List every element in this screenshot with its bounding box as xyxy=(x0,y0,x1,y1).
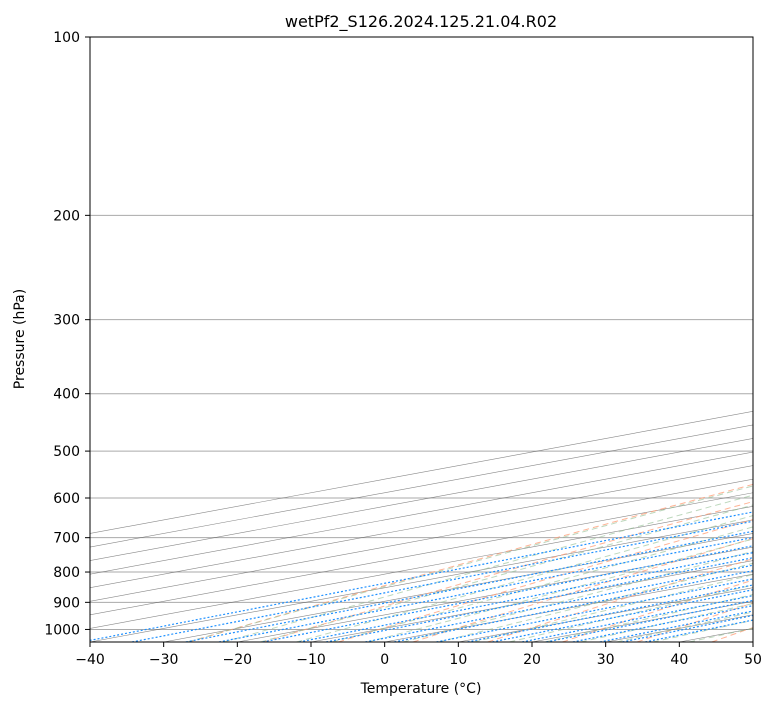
mixing-ratio-line xyxy=(90,511,753,641)
y-tick-label: 600 xyxy=(53,491,80,507)
isotherm-line xyxy=(310,560,753,642)
isotherm-line xyxy=(90,492,753,616)
mixing-ratio-line xyxy=(299,552,753,642)
isotherm-line xyxy=(90,465,753,589)
x-tick-label: 20 xyxy=(523,652,541,668)
isotherm-line xyxy=(384,573,753,642)
x-tick-label: 30 xyxy=(597,652,615,668)
x-axis: −40 −30 −20 −10 0 10 20 30 40 50 xyxy=(75,642,762,668)
y-tick-label: 1000 xyxy=(44,622,80,638)
dry-adiabat-line xyxy=(711,627,753,642)
y-tick-label: 300 xyxy=(53,313,80,329)
moist-adiabat-line xyxy=(223,494,753,642)
isotherm-line xyxy=(90,478,753,602)
isotherm-line xyxy=(90,506,753,629)
moist-adiabat-line xyxy=(509,584,753,642)
mixing-ratio-line xyxy=(325,557,753,642)
x-tick-label: 50 xyxy=(744,652,762,668)
x-tick-label: −40 xyxy=(75,652,105,668)
x-tick-label: −10 xyxy=(296,652,326,668)
y-tick-label: 500 xyxy=(53,444,80,460)
isotherm-line xyxy=(163,533,753,642)
y-tick-label: 700 xyxy=(53,531,80,547)
mixing-ratio-line xyxy=(394,570,753,642)
mixing-ratio-line xyxy=(218,536,753,642)
moist-adiabat-line xyxy=(331,526,753,642)
dry-adiabat-line xyxy=(188,483,753,642)
plot-frame xyxy=(89,36,754,643)
isotherm-line xyxy=(90,411,753,534)
y-axis: 100 200 300 400 500 600 700 800 900 1000 xyxy=(44,30,90,638)
mixing-ratio-line xyxy=(365,564,753,642)
y-tick-label: 400 xyxy=(53,387,80,403)
moist-adiabat-line xyxy=(296,515,753,642)
mixing-ratio-line xyxy=(546,599,753,642)
x-tick-label: −30 xyxy=(149,652,179,668)
moist-adiabat-line xyxy=(580,603,753,642)
x-axis-label: Temperature (°C) xyxy=(360,681,482,697)
moist-adiabat-line xyxy=(616,611,753,642)
y-tick-label: 200 xyxy=(53,208,80,224)
y-tick-label: 900 xyxy=(53,595,80,611)
mixing-ratio-line xyxy=(622,614,753,642)
chart-title: wetPf2_S126.2024.125.21.04.R02 xyxy=(285,12,557,32)
dry-adiabat-line xyxy=(263,501,753,642)
moist-adiabat-line xyxy=(260,504,753,642)
dry-adiabat-line xyxy=(412,538,753,642)
moist-adiabat-line xyxy=(367,538,753,642)
y-axis-label: Pressure (hPa) xyxy=(12,289,28,389)
isotherm-line xyxy=(752,641,753,642)
moist-adiabat-line xyxy=(688,627,753,642)
dry-adiabat-line xyxy=(487,558,753,642)
mixing-ratio-line xyxy=(436,578,753,642)
mixing-ratio-line xyxy=(467,584,753,642)
moist-adiabat-line xyxy=(438,562,753,642)
y-tick-label: 100 xyxy=(53,30,80,46)
isotherm-line xyxy=(90,451,753,575)
isotherm-line xyxy=(90,424,753,548)
dry-adiabat-line xyxy=(562,579,753,642)
mixing-ratio-line xyxy=(262,545,753,642)
moist-adiabat-line xyxy=(544,594,753,642)
isotherm-line xyxy=(605,614,753,642)
isotherm-line xyxy=(90,519,753,642)
moist-adiabat-line xyxy=(187,485,753,642)
x-tick-label: 10 xyxy=(449,652,467,668)
mixing-ratio-line xyxy=(131,520,753,642)
isotherm-line xyxy=(90,438,753,561)
x-tick-label: 0 xyxy=(380,652,389,668)
background-line-group xyxy=(90,37,753,642)
dry-adiabat-line xyxy=(338,519,753,642)
moist-adiabat-line xyxy=(402,550,753,642)
x-tick-label: 40 xyxy=(670,652,688,668)
y-tick-label: 800 xyxy=(53,565,80,581)
moist-adiabat-line xyxy=(652,619,753,642)
x-tick-label: −20 xyxy=(223,652,253,668)
